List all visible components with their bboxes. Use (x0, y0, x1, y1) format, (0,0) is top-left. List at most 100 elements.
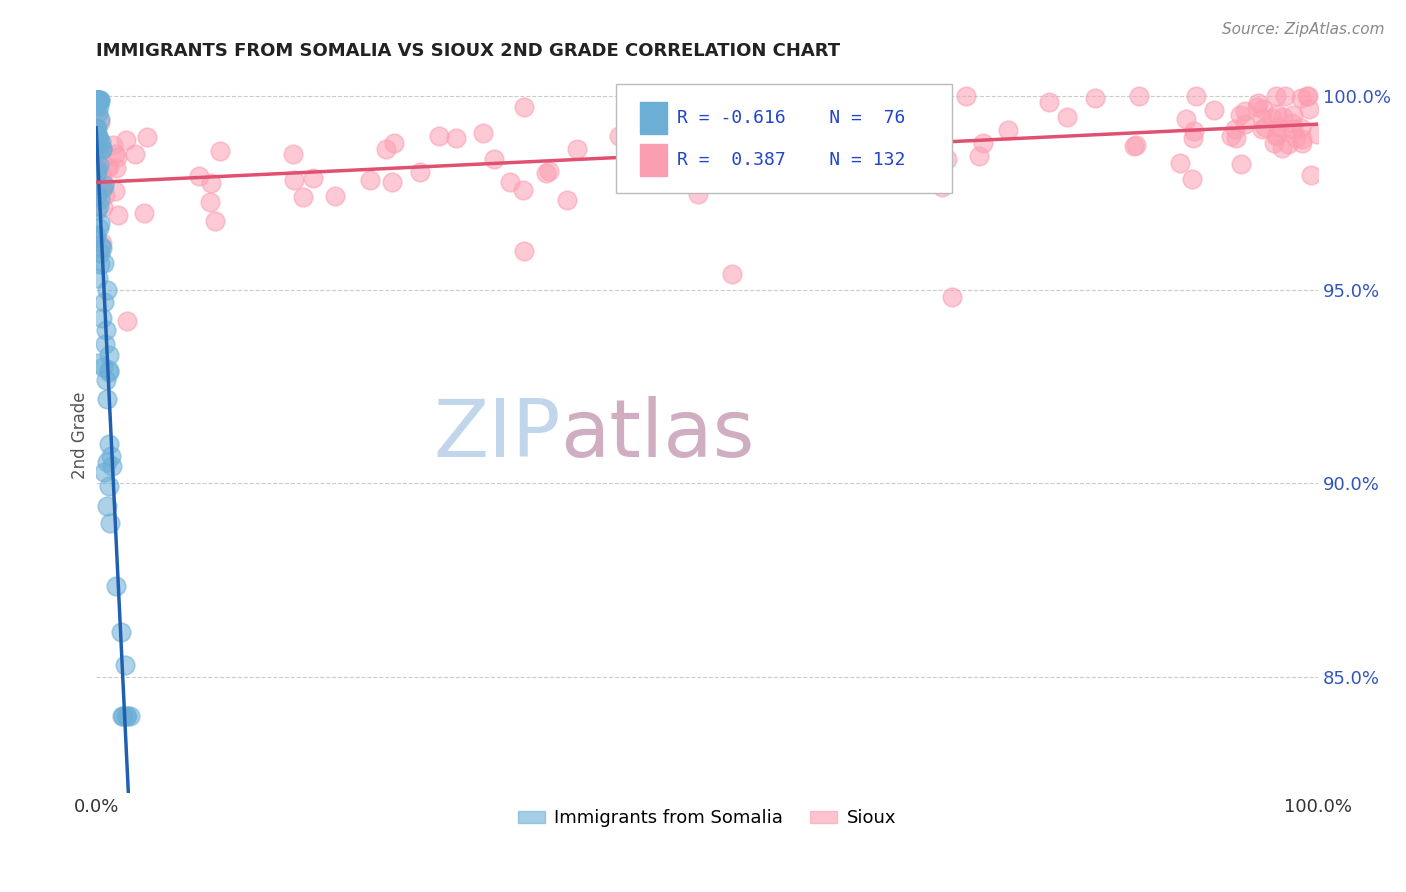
Point (124, 146, 146, 161)
Point (91, 236, 114, 251)
Point (1084, 91, 1107, 105)
Point (1229, 108, 1251, 122)
Point (1272, 111, 1295, 125)
Point (513, 244, 536, 258)
Point (1281, 122, 1303, 136)
Bar (640, 144, 666, 176)
Point (755, 140, 778, 154)
Point (89, 180, 111, 194)
Point (101, 138, 124, 153)
Point (107, 208, 129, 222)
Point (87, 93, 110, 107)
Point (86, 135, 108, 149)
Point (1125, 137, 1147, 152)
Point (1250, 122, 1272, 136)
Point (1253, 102, 1275, 116)
Point (135, 129, 157, 144)
Point (90, 241, 112, 255)
Point (115, 314, 138, 328)
Point (87, 142, 110, 156)
Point (779, 121, 801, 136)
Point (1122, 139, 1144, 153)
Point (89, 256, 111, 270)
Point (87, 93, 110, 107)
Point (87, 94, 110, 108)
Point (86, 161, 108, 175)
Point (1254, 120, 1277, 134)
Point (1296, 89, 1319, 103)
Point (1247, 95, 1270, 110)
Point (765, 124, 787, 138)
Point (87, 178, 110, 192)
Point (90, 135, 112, 149)
Point (1175, 112, 1198, 126)
Point (86, 129, 108, 144)
Point (87, 270, 110, 285)
Point (482, 153, 505, 167)
Point (198, 195, 221, 210)
Y-axis label: 2nd Grade: 2nd Grade (72, 392, 89, 479)
Point (555, 193, 578, 207)
Point (86, 93, 108, 107)
Point (86, 139, 108, 153)
Point (132, 206, 155, 220)
Point (87, 162, 110, 177)
Point (301, 170, 323, 185)
Point (93, 295, 115, 310)
Point (967, 149, 990, 163)
Point (115, 709, 138, 723)
Point (93, 178, 115, 192)
Point (89, 220, 111, 235)
Point (86, 230, 108, 244)
Point (91, 169, 114, 183)
Point (444, 130, 467, 145)
Point (90, 141, 112, 155)
Point (359, 173, 381, 187)
Point (972, 136, 994, 151)
Point (869, 107, 891, 121)
Point (856, 153, 879, 168)
FancyBboxPatch shape (616, 84, 952, 193)
Point (104, 147, 127, 161)
Point (859, 139, 882, 153)
Point (935, 152, 957, 166)
Point (1306, 127, 1329, 141)
Point (1265, 89, 1288, 103)
Point (879, 140, 901, 154)
Point (104, 579, 127, 593)
Text: Source: ZipAtlas.com: Source: ZipAtlas.com (1222, 22, 1385, 37)
Point (89, 216, 111, 230)
Point (86, 93, 108, 107)
Point (381, 175, 404, 189)
Point (997, 122, 1019, 136)
Point (110, 625, 132, 640)
Point (1225, 122, 1247, 136)
Point (89, 192, 111, 206)
Point (1289, 91, 1312, 105)
Point (105, 150, 128, 164)
Bar (640, 103, 666, 134)
Point (94, 337, 117, 351)
Point (1267, 128, 1289, 142)
Point (91, 181, 114, 195)
Point (86, 120, 108, 135)
Point (1181, 130, 1204, 145)
Point (90, 142, 112, 156)
Point (1264, 128, 1286, 143)
Point (825, 89, 848, 103)
Point (87, 132, 110, 146)
Point (96, 323, 118, 337)
Point (896, 142, 918, 156)
Point (292, 189, 315, 203)
Point (87, 99, 110, 113)
Point (1263, 136, 1285, 150)
Point (1277, 136, 1299, 151)
Point (409, 165, 432, 179)
Point (86, 228, 108, 243)
Point (96, 284, 118, 298)
Point (120, 709, 142, 723)
Point (512, 183, 534, 197)
Point (98, 478, 121, 492)
Point (790, 158, 813, 172)
Text: R = -0.616    N =  76: R = -0.616 N = 76 (676, 109, 905, 128)
